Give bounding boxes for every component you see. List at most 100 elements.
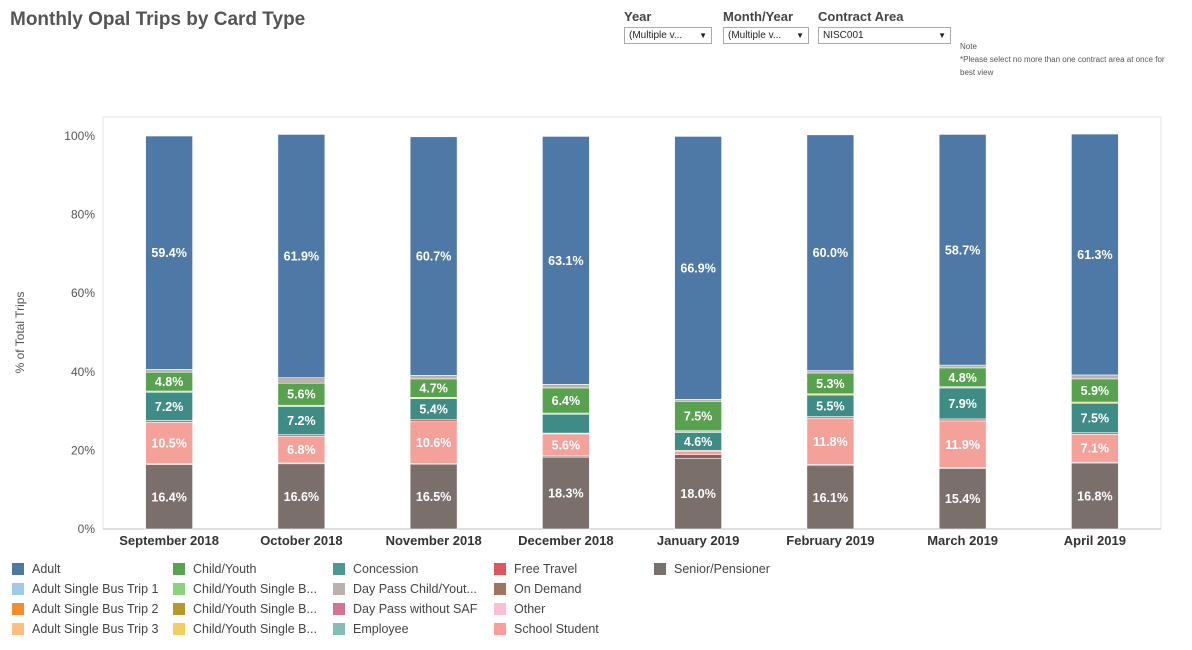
bar-segment: [938, 468, 987, 530]
legend-item[interactable]: Other: [494, 601, 545, 617]
bar-segment: [409, 463, 458, 530]
data-label: 16.1%: [813, 491, 848, 505]
data-label: 10.6%: [416, 436, 451, 450]
bar-segment: [938, 420, 987, 468]
data-label: 61.3%: [1077, 248, 1112, 262]
year-filter-label: Year: [624, 9, 652, 24]
legend-swatch: [12, 563, 24, 575]
dashboard-title: Monthly Opal Trips by Card Type: [10, 9, 306, 30]
bar-segment: [542, 384, 590, 389]
contract-area-dropdown-value: NISC001: [823, 30, 864, 41]
legend-label: Free Travel: [514, 562, 578, 576]
legend-item[interactable]: Child/Youth: [173, 561, 256, 577]
legend-item[interactable]: Senior/Pensioner: [654, 561, 770, 577]
note-text: *Please select no more than one contract…: [960, 55, 1165, 77]
contract-area-filter: Contract Area NISC001 ▼: [818, 9, 951, 44]
month-year-dropdown[interactable]: (Multiple v... ▼: [723, 27, 809, 44]
legend-item[interactable]: Concession: [333, 561, 418, 577]
x-tick-label: February 2019: [786, 533, 874, 548]
data-label: 66.9%: [680, 261, 715, 275]
legend-item[interactable]: Day Pass without SAF: [333, 601, 477, 617]
data-label: 4.6%: [684, 435, 713, 449]
chevron-down-icon: ▼: [796, 31, 804, 40]
data-label: 4.7%: [419, 382, 448, 396]
legend-swatch: [12, 583, 24, 595]
legend-label: Child/Youth: [193, 562, 257, 576]
legend-swatch: [173, 583, 185, 595]
legend-label: Adult Single Bus Trip 1: [32, 582, 159, 596]
legend-swatch: [173, 603, 185, 615]
legend-item[interactable]: Child/Youth Single B...: [173, 581, 317, 597]
legend-label: Adult Single Bus Trip 2: [32, 602, 159, 616]
bar-segment: [674, 451, 722, 456]
legend-item[interactable]: School Student: [494, 621, 599, 637]
legend-item[interactable]: On Demand: [494, 581, 581, 597]
legend-item[interactable]: Adult Single Bus Trip 3: [12, 621, 158, 637]
legend-label: On Demand: [514, 582, 582, 596]
plot-frame: [102, 116, 1162, 530]
data-label: 7.5%: [684, 410, 713, 424]
legend-item[interactable]: Adult: [12, 561, 61, 577]
legend-item[interactable]: Day Pass Child/Yout...: [333, 581, 477, 597]
x-tick-label: November 2018: [386, 533, 482, 548]
legend-item[interactable]: Adult Single Bus Trip 1: [12, 581, 158, 597]
bar-segment: [1071, 433, 1119, 463]
legend-label: Child/Youth Single B...: [193, 622, 317, 636]
legend-label: School Student: [514, 622, 599, 636]
bar-segment: [674, 454, 722, 459]
legend-item[interactable]: Child/Youth Single B...: [173, 601, 317, 617]
legend-swatch: [333, 563, 345, 575]
legend-label: Day Pass without SAF: [353, 602, 478, 616]
data-label: 18.0%: [680, 487, 715, 501]
bar-segment: [409, 375, 458, 380]
data-label: 59.4%: [151, 246, 186, 260]
legend-swatch: [654, 563, 666, 575]
bar-segment: [277, 463, 326, 530]
x-tick-label: March 2019: [927, 533, 998, 548]
legend-label: Day Pass Child/Yout...: [353, 582, 477, 596]
data-label: 5.9%: [1081, 384, 1110, 398]
data-label: 16.4%: [151, 490, 186, 504]
chevron-down-icon: ▼: [699, 31, 707, 40]
legend-swatch: [12, 623, 24, 635]
data-label: 15.4%: [945, 492, 980, 506]
bar-segment: [938, 134, 987, 366]
y-tick-label: 40%: [71, 365, 95, 379]
x-tick-label: January 2019: [657, 533, 739, 548]
legend-swatch: [333, 603, 345, 615]
legend-swatch: [494, 583, 506, 595]
legend-swatch: [494, 603, 506, 615]
bar-segment: [1071, 402, 1119, 434]
bar-segment: [277, 134, 326, 378]
data-label: 7.2%: [287, 414, 316, 428]
bar-segment: [938, 364, 987, 369]
y-tick-label: 80%: [71, 208, 95, 222]
contract-area-dropdown[interactable]: NISC001 ▼: [818, 27, 951, 44]
data-label: 11.9%: [945, 438, 980, 452]
data-label: 7.2%: [155, 400, 184, 414]
data-label: 10.5%: [151, 437, 186, 451]
bar-segment: [806, 134, 855, 371]
legend-label: Adult Single Bus Trip 3: [32, 622, 159, 636]
chevron-down-icon: ▼: [938, 31, 946, 40]
bar-segment: [542, 413, 590, 434]
year-dropdown[interactable]: (Multiple v... ▼: [624, 27, 712, 44]
legend-item[interactable]: Adult Single Bus Trip 2: [12, 601, 158, 617]
legend-item[interactable]: Employee: [333, 621, 409, 637]
data-label: 4.8%: [948, 371, 977, 385]
legend-item[interactable]: Child/Youth Single B...: [173, 621, 317, 637]
bar-segment: [277, 435, 326, 464]
bar-segment: [674, 136, 722, 400]
legend-swatch: [333, 623, 345, 635]
x-tick-label: December 2018: [518, 533, 613, 548]
data-label: 16.6%: [284, 490, 319, 504]
bar-segment: [806, 370, 855, 374]
bar-segment: [145, 369, 193, 373]
legend-item[interactable]: Free Travel: [494, 561, 577, 577]
bar-segment: [1071, 133, 1119, 376]
legend-swatch: [494, 623, 506, 635]
contract-area-filter-label: Contract Area: [818, 9, 904, 24]
bar-segment: [806, 465, 855, 530]
data-label: 6.8%: [287, 443, 316, 457]
bar-segment: [542, 456, 590, 530]
